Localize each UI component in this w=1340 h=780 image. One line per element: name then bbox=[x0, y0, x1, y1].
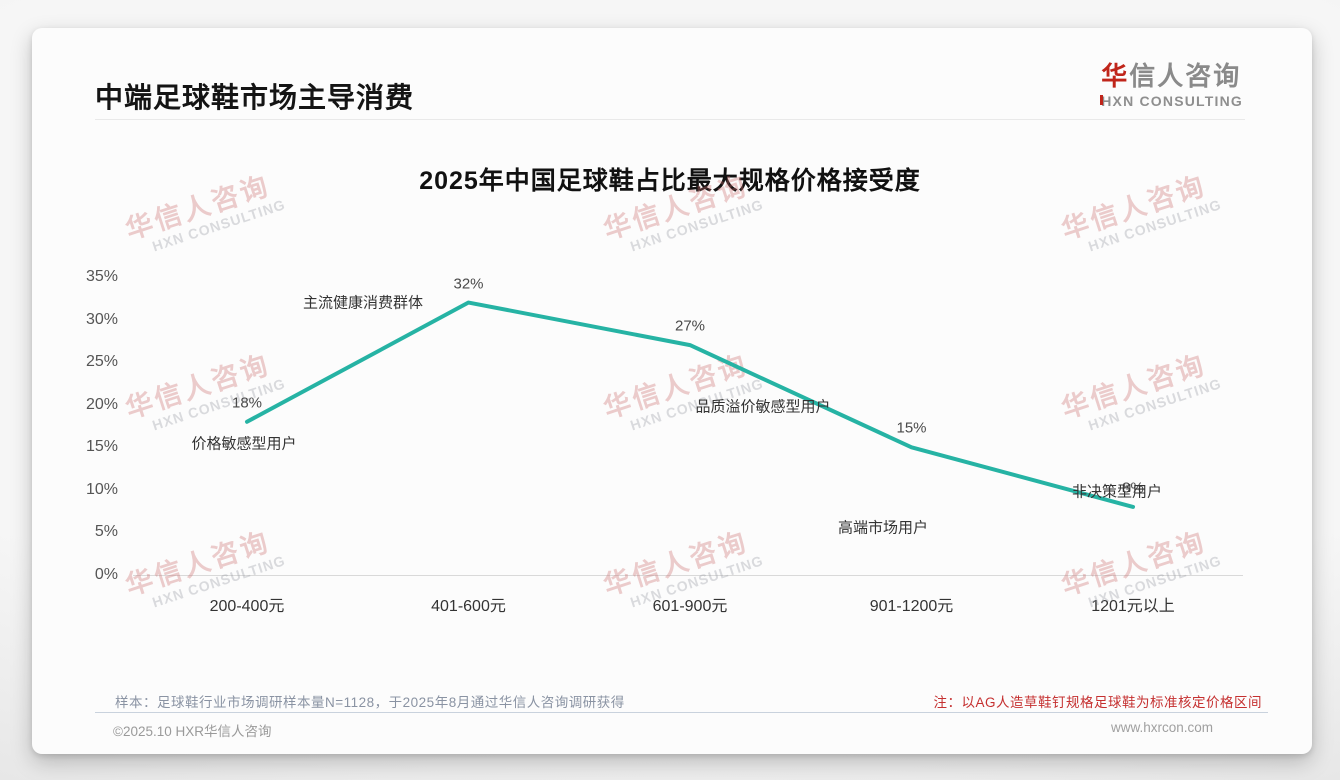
data-point-value-label: 15% bbox=[896, 419, 927, 437]
data-point-value-label: 27% bbox=[674, 317, 706, 335]
y-axis-tick-label: 5% bbox=[94, 523, 118, 541]
x-axis-category-label: 601-900元 bbox=[652, 598, 728, 615]
y-axis-tick-label: 20% bbox=[85, 395, 118, 413]
footer-divider bbox=[95, 712, 1268, 713]
logo-rest-chars: 信人咨询 bbox=[1129, 61, 1242, 91]
y-axis-tick-label: 25% bbox=[85, 353, 118, 371]
logo-accent-char: 华 bbox=[1101, 61, 1130, 91]
y-axis-tick-label: 15% bbox=[85, 438, 118, 456]
y-axis-tick-label: 0% bbox=[94, 566, 118, 583]
segment-annotation-label: 价格敏感型用户 bbox=[191, 435, 297, 453]
segment-annotation-label: 非决策型用户 bbox=[1071, 483, 1163, 501]
segment-annotation-label: 主流健康消费群体 bbox=[302, 294, 424, 312]
data-point-value-label: 18% bbox=[231, 394, 263, 412]
logo-english-text: HXN CONSULTING bbox=[1100, 92, 1243, 109]
y-axis-tick-label: 35% bbox=[85, 268, 118, 285]
logo-en-label: HXN CONSULTING bbox=[1101, 92, 1243, 109]
sample-note: 样本：足球鞋行业市场调研样本量N=1128，于2025年8月通过华信人咨询调研获… bbox=[115, 695, 625, 710]
data-point-value-label: 32% bbox=[453, 275, 484, 293]
copyright-text: ©2025.10 HXR华信人咨询 bbox=[113, 724, 272, 739]
report-card bbox=[32, 28, 1312, 754]
logo-red-mark bbox=[1100, 94, 1104, 105]
price-basis-note: 注：以AG人造草鞋钉规格足球鞋为标准核定价格区间 bbox=[933, 695, 1262, 710]
x-axis-category-label: 401-600元 bbox=[431, 598, 506, 615]
y-axis-tick-label: 30% bbox=[85, 310, 118, 328]
x-axis-category-label: 901-1200元 bbox=[869, 598, 954, 615]
x-axis-category-label: 1201元以上 bbox=[1091, 598, 1175, 615]
chart-title: 2025年中国足球鞋占比最大规格价格接受度 bbox=[419, 167, 921, 195]
x-axis-category-label: 200-400元 bbox=[209, 598, 285, 615]
segment-annotation-label: 高端市场用户 bbox=[837, 519, 929, 537]
logo-chinese-text: 华信人咨询 bbox=[1101, 62, 1243, 91]
x-axis-line bbox=[133, 575, 1243, 576]
segment-annotation-label: 品质溢价敏感型用户 bbox=[695, 398, 831, 416]
page-title: 中端足球鞋市场主导消费 bbox=[95, 82, 415, 113]
y-axis-tick-label: 10% bbox=[85, 480, 118, 498]
header-divider bbox=[95, 119, 1245, 120]
company-logo: 华信人咨询 HXN CONSULTING bbox=[1100, 62, 1243, 109]
website-url: www.hxrcon.com bbox=[1110, 720, 1213, 735]
